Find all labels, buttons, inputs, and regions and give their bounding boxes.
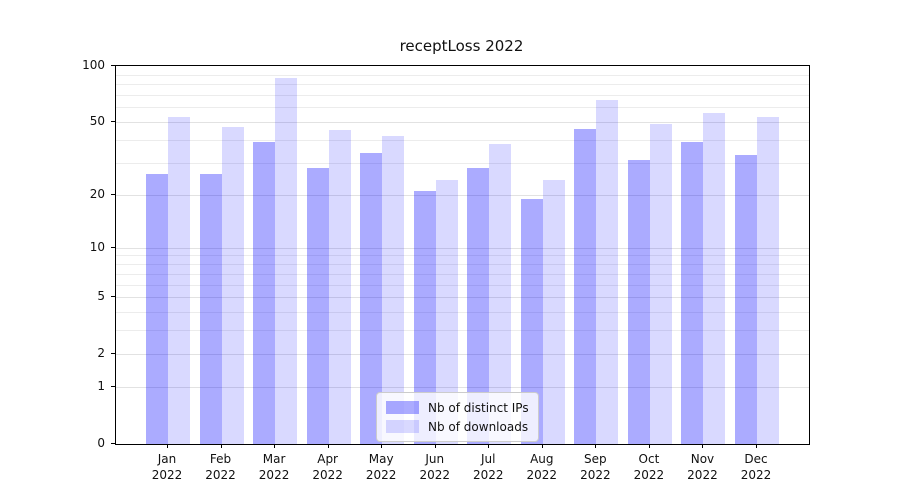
gridline-minor (116, 107, 809, 109)
gridline-major (116, 121, 809, 123)
plot-area: Nb of distinct IPs Nb of downloads (115, 65, 810, 445)
gridline-minor (116, 255, 809, 257)
legend-swatch (386, 420, 419, 433)
y-tick-label-20: 20 (89, 186, 105, 201)
x-tick-label-oct: Oct 2022 (633, 452, 665, 482)
x-tick-mark (434, 444, 436, 448)
x-tick-label-may: May 2022 (365, 452, 397, 482)
gridline-major (116, 297, 809, 299)
gridline-minor (116, 312, 809, 314)
y-tick-mark (111, 443, 115, 444)
x-tick-label-feb: Feb 2022 (205, 452, 236, 482)
gridline-minor (116, 330, 809, 332)
bar-downloads-dec (757, 117, 779, 444)
x-tick-label-dec: Dec 2022 (740, 452, 772, 482)
gridline-minor (116, 264, 809, 266)
x-tick-mark (488, 444, 490, 448)
gridline-minor (116, 284, 809, 286)
bar-downloads-aug (542, 180, 565, 444)
bar-ips-feb (199, 174, 222, 444)
x-tick-label-jan: Jan 2022 (151, 452, 183, 482)
gridline-major (116, 247, 809, 249)
gridline-major (116, 194, 809, 196)
gridline-major (116, 354, 809, 356)
y-tick-mark (111, 386, 115, 388)
y-tick-mark (111, 296, 115, 298)
bar-downloads-sep (596, 99, 619, 444)
legend-label: Nb of downloads (428, 419, 529, 434)
legend-label: Nb of distinct IPs (428, 400, 529, 415)
x-tick-label-sep: Sep 2022 (580, 452, 611, 482)
legend: Nb of distinct IPs Nb of downloads (376, 392, 539, 442)
x-tick-mark (541, 444, 543, 448)
bar-downloads-may (382, 135, 405, 444)
x-tick-label-nov: Nov 2022 (687, 452, 718, 482)
bar-downloads-apr (328, 130, 351, 444)
bar-ips-may (360, 152, 383, 444)
x-tick-label-jun: Jun 2022 (419, 452, 450, 482)
legend-swatch (386, 401, 419, 414)
y-tick-label-50: 50 (89, 113, 105, 128)
y-tick-label-5: 5 (97, 289, 105, 304)
legend-item-distinct-ips: Nb of distinct IPs (386, 398, 529, 417)
x-tick-mark (702, 444, 704, 448)
y-tick-label-2: 2 (97, 346, 105, 361)
gridline-minor (116, 84, 809, 86)
x-tick-label-apr: Apr 2022 (312, 452, 343, 482)
gridline-minor (116, 74, 809, 76)
x-tick-mark (756, 444, 757, 448)
bar-ips-dec (735, 155, 757, 444)
gridline-major (116, 387, 809, 389)
bar-ips-jul (467, 168, 490, 444)
bar-downloads-jul (489, 143, 512, 444)
bar-ips-mar (253, 141, 276, 444)
x-tick-mark (648, 444, 650, 448)
bar-ips-nov (681, 141, 704, 444)
bar-downloads-oct (649, 123, 672, 444)
x-tick-mark (274, 444, 276, 448)
x-tick-mark (327, 444, 329, 448)
y-tick-mark (111, 65, 115, 66)
gridline-minor (116, 94, 809, 96)
x-tick-mark (381, 444, 383, 448)
gridline-minor (116, 139, 809, 141)
x-tick-mark (220, 444, 222, 448)
gridline-minor (116, 273, 809, 275)
bar-ips-oct (627, 160, 650, 444)
bar-downloads-feb (221, 126, 244, 444)
y-tick-label-1: 1 (97, 379, 105, 394)
x-tick-label-jul: Jul 2022 (472, 452, 504, 482)
x-tick-mark (167, 444, 168, 448)
y-tick-label-0: 0 (97, 436, 105, 450)
y-tick-mark (111, 193, 115, 195)
bar-downloads-jan (168, 117, 190, 444)
bar-ips-sep (574, 128, 597, 444)
bar-downloads-jun (435, 180, 458, 444)
bar-downloads-nov (703, 112, 726, 444)
x-tick-mark (595, 444, 597, 448)
y-tick-mark (111, 120, 115, 122)
y-tick-mark (111, 353, 115, 355)
legend-item-downloads: Nb of downloads (386, 417, 529, 436)
y-tick-label-10: 10 (89, 239, 105, 254)
bar-ips-apr (306, 168, 329, 444)
bar-downloads-mar (275, 78, 298, 444)
x-tick-label-mar: Mar 2022 (258, 452, 290, 482)
y-tick-mark (111, 246, 115, 248)
chart-title: receptLoss 2022 (399, 37, 524, 55)
y-tick-label-100: 100 (82, 58, 105, 72)
gridline-minor (116, 162, 809, 164)
bar-ips-jun (413, 190, 436, 444)
bar-ips-aug (520, 198, 543, 444)
bar-ips-jan (146, 174, 168, 444)
x-tick-label-aug: Aug 2022 (526, 452, 558, 482)
